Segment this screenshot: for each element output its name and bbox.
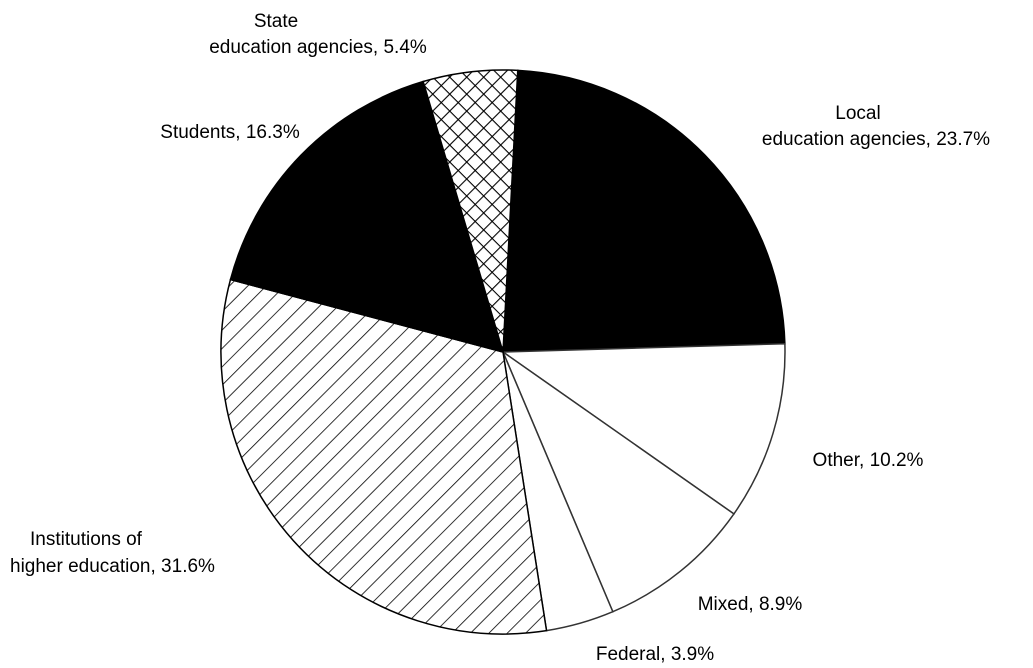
slice-label: Federal, 3.9% — [596, 644, 714, 665]
pie-slice — [220, 278, 548, 635]
pie-slice — [422, 69, 519, 353]
pie-slice — [229, 80, 505, 354]
slice-label: State — [254, 11, 298, 32]
slice-label: education agencies, 5.4% — [209, 37, 427, 58]
slice-label: Mixed, 8.9% — [698, 594, 803, 615]
slice-label: Students, 16.3% — [160, 122, 300, 143]
pie-slice — [500, 342, 786, 515]
pie-slice — [501, 349, 735, 613]
slice-label: education agencies, 23.7% — [762, 129, 990, 150]
slice-label: Institutions of — [30, 529, 143, 550]
pie-slice — [502, 69, 786, 353]
slice-label: higher education, 31.6% — [10, 556, 215, 577]
slice-label: Other, 10.2% — [813, 450, 924, 471]
slice-label: Local — [835, 103, 880, 124]
